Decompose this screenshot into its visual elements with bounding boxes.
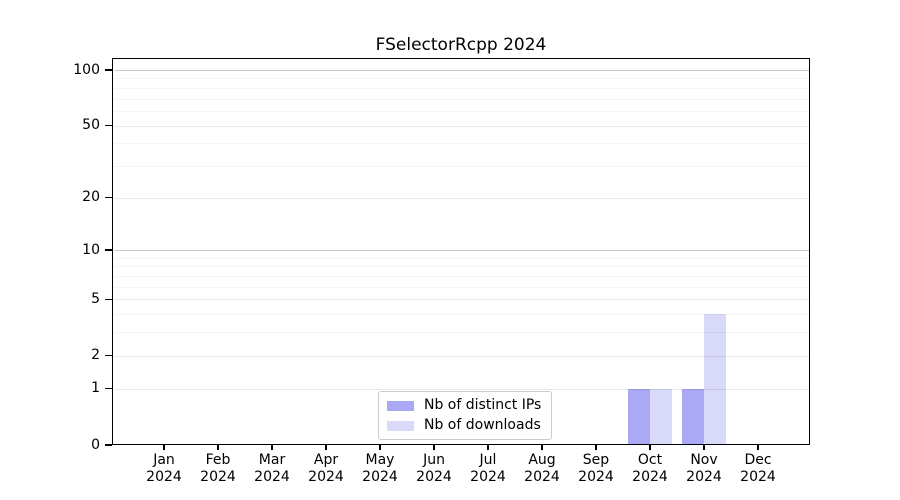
y-tick-label: 100	[73, 61, 100, 78]
legend-item-distinct-ips: Nb of distinct IPs	[387, 398, 541, 413]
gridline-major	[114, 299, 809, 301]
x-tick-label: Dec 2024	[726, 452, 790, 486]
x-tick-year: 2024	[740, 469, 776, 485]
gridline-minor	[114, 314, 809, 316]
x-tick-year: 2024	[200, 469, 236, 485]
y-tick-mark	[105, 354, 112, 357]
gridline-minor	[114, 257, 809, 259]
y-tick-mark	[105, 124, 112, 127]
gridline-minor	[114, 286, 809, 288]
x-tick-mark	[379, 445, 381, 450]
x-tick-year: 2024	[254, 469, 290, 485]
x-tick-mark	[757, 445, 759, 450]
x-tick-label: Oct 2024	[618, 452, 682, 486]
y-tick-mark	[105, 196, 112, 199]
x-tick-year: 2024	[416, 469, 452, 485]
legend: Nb of distinct IPs Nb of downloads	[378, 391, 553, 440]
x-tick-month: Dec	[744, 452, 772, 468]
x-tick-label: Aug 2024	[510, 452, 574, 486]
gridline-major	[114, 197, 809, 199]
y-tick-mark	[105, 444, 112, 446]
y-tick-mark	[105, 249, 112, 251]
y-tick-label: 0	[91, 436, 100, 453]
x-tick-year: 2024	[146, 469, 182, 485]
y-tick-label: 50	[82, 117, 100, 134]
y-tick-label: 2	[91, 347, 100, 364]
gridline-minor	[114, 165, 809, 167]
gridline-minor	[114, 87, 809, 89]
x-tick-label: Jul 2024	[456, 452, 520, 486]
x-tick-mark	[163, 445, 165, 450]
gridline-major	[114, 355, 809, 357]
x-tick-label: May 2024	[348, 452, 412, 486]
y-tick-label: 20	[82, 189, 100, 206]
legend-swatch-downloads	[387, 420, 414, 431]
y-tick-mark	[105, 298, 112, 301]
gridline-minor	[114, 143, 809, 145]
bar-distinct-ips	[682, 388, 704, 445]
x-tick-month: Aug	[528, 452, 556, 468]
x-tick-month: Apr	[313, 452, 339, 468]
x-tick-label: Feb 2024	[186, 452, 250, 486]
gridline-minor	[114, 276, 809, 278]
x-tick-label: Mar 2024	[240, 452, 304, 486]
x-tick-month: Nov	[690, 452, 718, 468]
x-tick-year: 2024	[578, 469, 614, 485]
x-tick-label: Nov 2024	[672, 452, 736, 486]
legend-label-distinct-ips: Nb of distinct IPs	[424, 397, 542, 413]
x-tick-label: Jun 2024	[402, 452, 466, 486]
gridline-major	[114, 70, 809, 71]
gridline-minor	[114, 98, 809, 100]
x-tick-mark	[271, 445, 273, 450]
x-tick-mark	[703, 445, 705, 450]
x-tick-year: 2024	[470, 469, 506, 485]
x-tick-month: Jan	[153, 452, 175, 468]
chart-title: FSelectorRcpp 2024	[375, 35, 547, 55]
gridline-major	[114, 250, 809, 252]
x-tick-month: Jun	[423, 452, 445, 468]
x-tick-mark	[487, 445, 489, 450]
legend-swatch-distinct-ips	[387, 400, 414, 411]
y-tick-mark	[105, 387, 112, 390]
legend-label-downloads: Nb of downloads	[424, 417, 541, 433]
y-tick-mark	[105, 69, 112, 71]
gridline-minor	[114, 266, 809, 268]
bar-distinct-ips	[628, 388, 650, 445]
gridline-minor	[114, 110, 809, 112]
gridline-major	[114, 125, 809, 127]
bar-downloads	[650, 388, 672, 445]
x-tick-year: 2024	[308, 469, 344, 485]
x-tick-label: Sep 2024	[564, 452, 628, 486]
y-tick-label: 5	[91, 290, 100, 307]
x-tick-label: Jan 2024	[132, 452, 196, 486]
gridline-minor	[114, 78, 809, 80]
legend-item-downloads: Nb of downloads	[387, 418, 541, 433]
y-tick-label: 10	[82, 241, 100, 258]
x-tick-mark	[649, 445, 651, 450]
x-tick-mark	[217, 445, 219, 450]
x-tick-mark	[541, 445, 543, 450]
x-tick-year: 2024	[362, 469, 398, 485]
x-tick-month: Mar	[258, 452, 286, 468]
x-tick-month: May	[365, 452, 395, 468]
x-tick-mark	[595, 445, 597, 450]
x-tick-month: Jul	[479, 452, 497, 468]
x-tick-mark	[325, 445, 327, 450]
bar-downloads	[704, 314, 726, 445]
x-tick-month: Sep	[582, 452, 610, 468]
x-tick-year: 2024	[524, 469, 560, 485]
gridline-major	[114, 388, 809, 390]
x-tick-label: Apr 2024	[294, 452, 358, 486]
x-tick-year: 2024	[686, 469, 722, 485]
y-tick-label: 1	[91, 380, 100, 397]
x-tick-year: 2024	[632, 469, 668, 485]
x-tick-month: Feb	[205, 452, 231, 468]
x-tick-month: Oct	[637, 452, 663, 468]
gridline-minor	[114, 332, 809, 334]
x-tick-mark	[433, 445, 435, 450]
